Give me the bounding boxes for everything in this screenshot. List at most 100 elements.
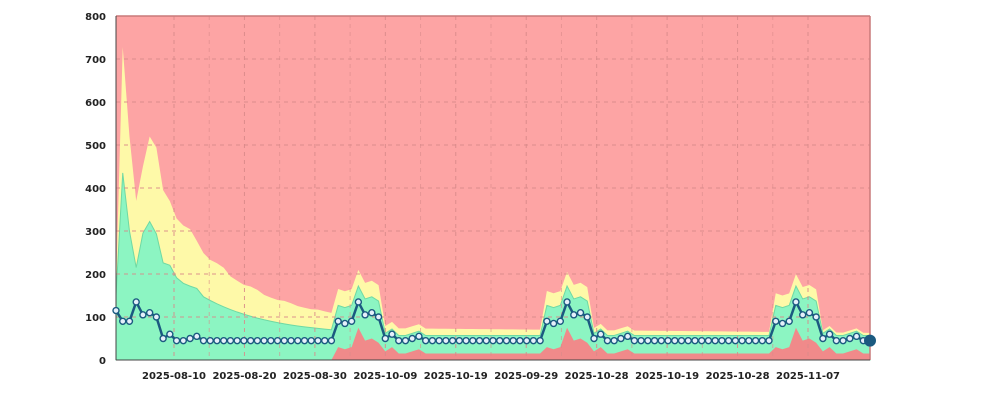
data-point (684, 336, 692, 345)
chart-frame (115, 15, 871, 361)
x-axis: 2025-08-10 2025-08-20 2025-08-30 2025-10-09… (142, 371, 840, 382)
data-point (630, 336, 639, 345)
data-point (395, 336, 403, 345)
data-point (280, 336, 289, 345)
data-point (435, 336, 443, 345)
data-point (287, 336, 295, 345)
y-tick-label: 300 (85, 227, 106, 238)
data-point (462, 336, 470, 345)
data-point (650, 336, 659, 345)
data-point (496, 336, 504, 345)
data-point (603, 336, 612, 345)
data-point (570, 311, 578, 319)
data-point (610, 336, 618, 345)
data-point (556, 317, 565, 325)
data-point (637, 336, 645, 345)
data-point (785, 317, 793, 325)
data-point (166, 330, 174, 338)
data-point (132, 298, 140, 306)
x-tick-label: 2025-10-19 (635, 371, 699, 382)
x-tick-label: 2025-08-30 (283, 371, 347, 382)
data-point (664, 336, 672, 345)
data-point (388, 330, 396, 338)
data-point (522, 336, 531, 345)
data-point (825, 330, 834, 338)
data-point (583, 313, 591, 321)
data-point (745, 336, 753, 345)
data-point (415, 332, 423, 341)
red-base-band (116, 327, 870, 360)
data-point (772, 317, 780, 325)
data-point (731, 336, 740, 345)
data-point (320, 336, 329, 345)
data-point (253, 336, 262, 345)
data-point (273, 336, 282, 345)
data-point (260, 336, 268, 345)
data-point (233, 336, 241, 345)
data-point (798, 311, 807, 319)
data-point (334, 317, 342, 325)
data-point (711, 336, 719, 345)
data-point (448, 336, 457, 345)
y-tick-label: 200 (85, 270, 106, 281)
data-point (145, 309, 154, 317)
data-point (852, 332, 861, 341)
data-point (819, 334, 827, 343)
data-point (704, 336, 713, 345)
data-point (442, 336, 450, 345)
x-tick-label: 2025-08-20 (212, 371, 276, 382)
x-tick-label: 2025-10-19 (424, 371, 488, 382)
data-point (590, 334, 598, 343)
data-point (549, 319, 558, 328)
data-point (347, 317, 356, 325)
data-point (240, 336, 248, 345)
data-point (597, 330, 605, 338)
data-point (543, 317, 551, 325)
data-point (374, 313, 383, 321)
x-tick-label: 2025-11-07 (776, 371, 840, 382)
data-point (294, 336, 302, 345)
data-point (758, 336, 766, 345)
data-point (563, 298, 571, 306)
data-point (172, 336, 181, 345)
data-point (509, 336, 517, 345)
data-point (179, 336, 188, 345)
data-point (657, 336, 666, 345)
data-point (125, 317, 134, 325)
data-point (718, 336, 726, 345)
data-point (307, 336, 315, 345)
data-point (455, 336, 464, 345)
data-point (213, 336, 221, 345)
chart-grid (116, 16, 870, 360)
x-tick-label: 2025-10-28 (706, 371, 770, 382)
data-point (314, 336, 322, 345)
data-point (421, 336, 430, 345)
data-point (623, 332, 632, 341)
y-tick-label: 800 (85, 12, 106, 23)
y-tick-label: 100 (85, 313, 106, 324)
data-point (226, 336, 235, 345)
data-point (489, 336, 497, 345)
data-point (186, 334, 194, 343)
data-point (502, 336, 511, 345)
data-point (408, 334, 416, 343)
data-point (368, 309, 376, 317)
data-point (778, 319, 787, 328)
y-tick-label: 600 (85, 98, 106, 109)
y-tick-label: 500 (85, 141, 106, 152)
data-point (152, 313, 161, 321)
data-point (401, 336, 410, 345)
x-tick-label: 2025-10-09 (353, 371, 417, 382)
data-point (428, 336, 437, 345)
data-point (832, 336, 841, 345)
data-point (482, 336, 490, 345)
data-point (199, 336, 208, 345)
data-point (671, 336, 679, 345)
data-point (812, 313, 820, 321)
data-point (361, 311, 369, 319)
data-point (765, 336, 773, 345)
data-point (475, 336, 484, 345)
data-point (792, 298, 800, 306)
data-point (246, 336, 255, 345)
y-tick-label: 400 (85, 184, 106, 195)
